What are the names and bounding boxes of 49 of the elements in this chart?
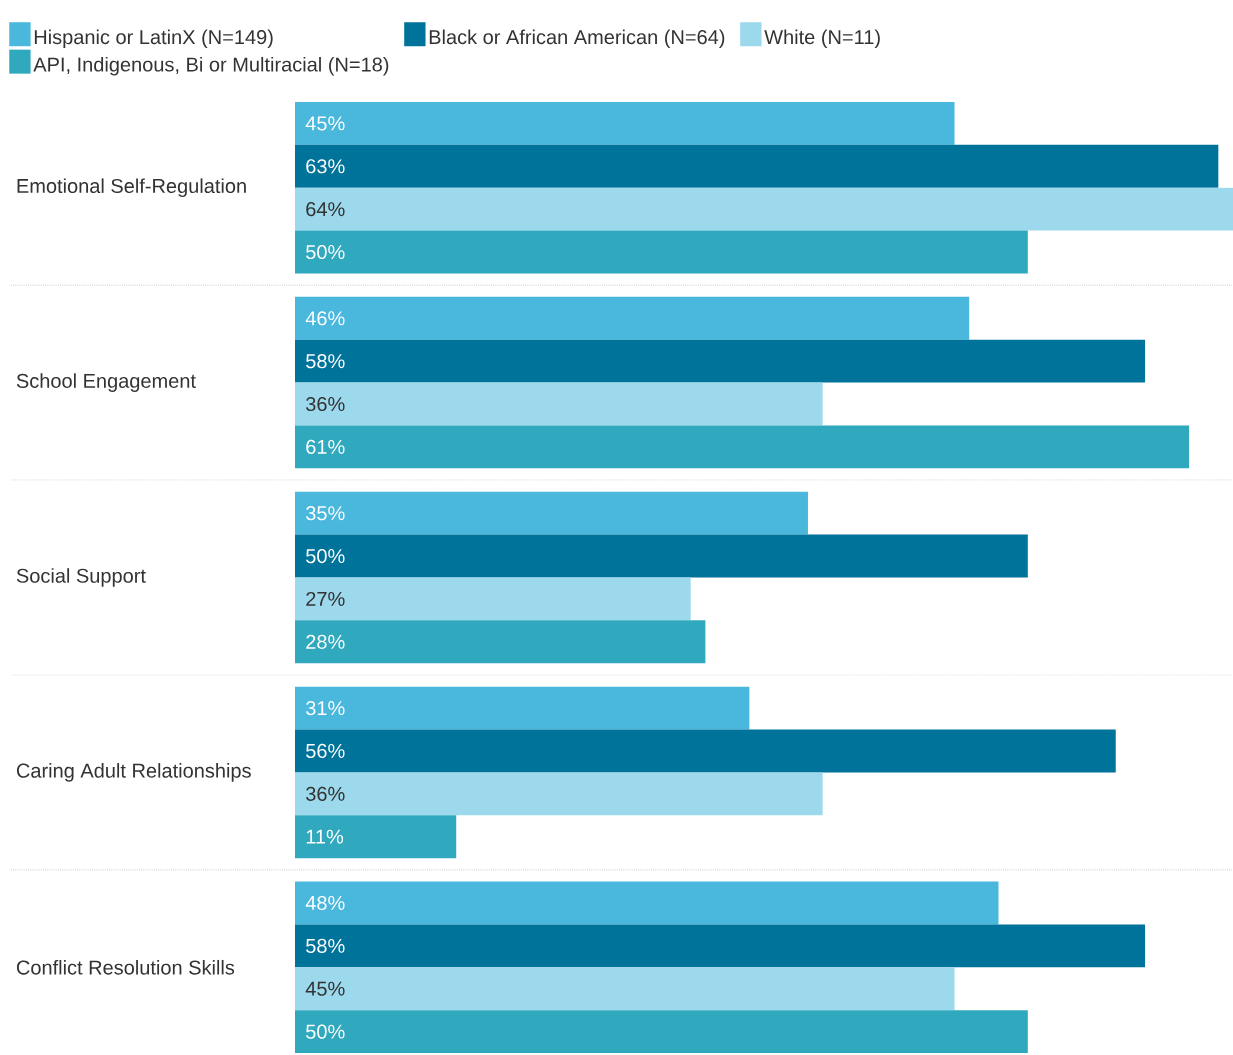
- y-tick-label: Emotional Self-Regulation: [17, 178, 246, 198]
- data-label: 61%: [306, 439, 345, 454]
- legend-label: White (N=11): [764, 29, 880, 49]
- bar: [295, 425, 1190, 469]
- bar: [295, 187, 1233, 231]
- data-label: 31%: [306, 700, 345, 716]
- legend-label: API, Indigenous, Bi or Multiracial (N=18): [33, 56, 389, 76]
- legend-label: Black or African American (N=64): [429, 29, 725, 49]
- data-label: 58%: [306, 354, 345, 369]
- bar: [295, 686, 750, 730]
- data-label: 11%: [306, 829, 344, 844]
- data-label: 46%: [305, 311, 345, 326]
- y-tick-label: Conflict Resolution Skills: [16, 959, 235, 975]
- bar: [295, 1010, 1028, 1054]
- legend-label: Hispanic or LatinX (N=149): [34, 29, 273, 49]
- y-tick-label: Social Support: [16, 568, 146, 587]
- bar: [295, 577, 691, 621]
- data-label: 63%: [306, 159, 345, 174]
- data-label: 50%: [306, 244, 345, 260]
- bar: [295, 967, 955, 1011]
- data-label: 36%: [306, 396, 345, 412]
- bar: [295, 881, 999, 925]
- data-label: 27%: [306, 591, 345, 606]
- data-label: 28%: [306, 634, 345, 649]
- data-label: 58%: [306, 938, 345, 953]
- bar: [295, 772, 823, 816]
- bar: [295, 339, 1146, 383]
- bar: [295, 230, 1028, 274]
- data-label: 50%: [306, 1024, 345, 1039]
- data-label: 45%: [305, 981, 345, 996]
- y-tick-label: Caring Adult Relationships: [16, 763, 251, 782]
- bar: [295, 729, 1116, 773]
- data-label: 56%: [306, 743, 345, 759]
- data-label: 35%: [306, 506, 345, 521]
- data-label: 50%: [306, 548, 345, 564]
- bar: [295, 815, 457, 859]
- bar: [295, 382, 823, 426]
- bar: [295, 924, 1146, 968]
- bar: [295, 296, 970, 340]
- data-label: 45%: [305, 116, 345, 131]
- data-label: 64%: [306, 202, 345, 217]
- data-label: 36%: [306, 786, 345, 801]
- bar: [295, 534, 1028, 578]
- y-tick-label: School Engagement: [16, 373, 196, 392]
- bar: [295, 620, 706, 664]
- bar: [295, 491, 808, 535]
- bar: [295, 144, 1219, 188]
- bar: [295, 101, 955, 145]
- data-label: 48%: [305, 895, 345, 911]
